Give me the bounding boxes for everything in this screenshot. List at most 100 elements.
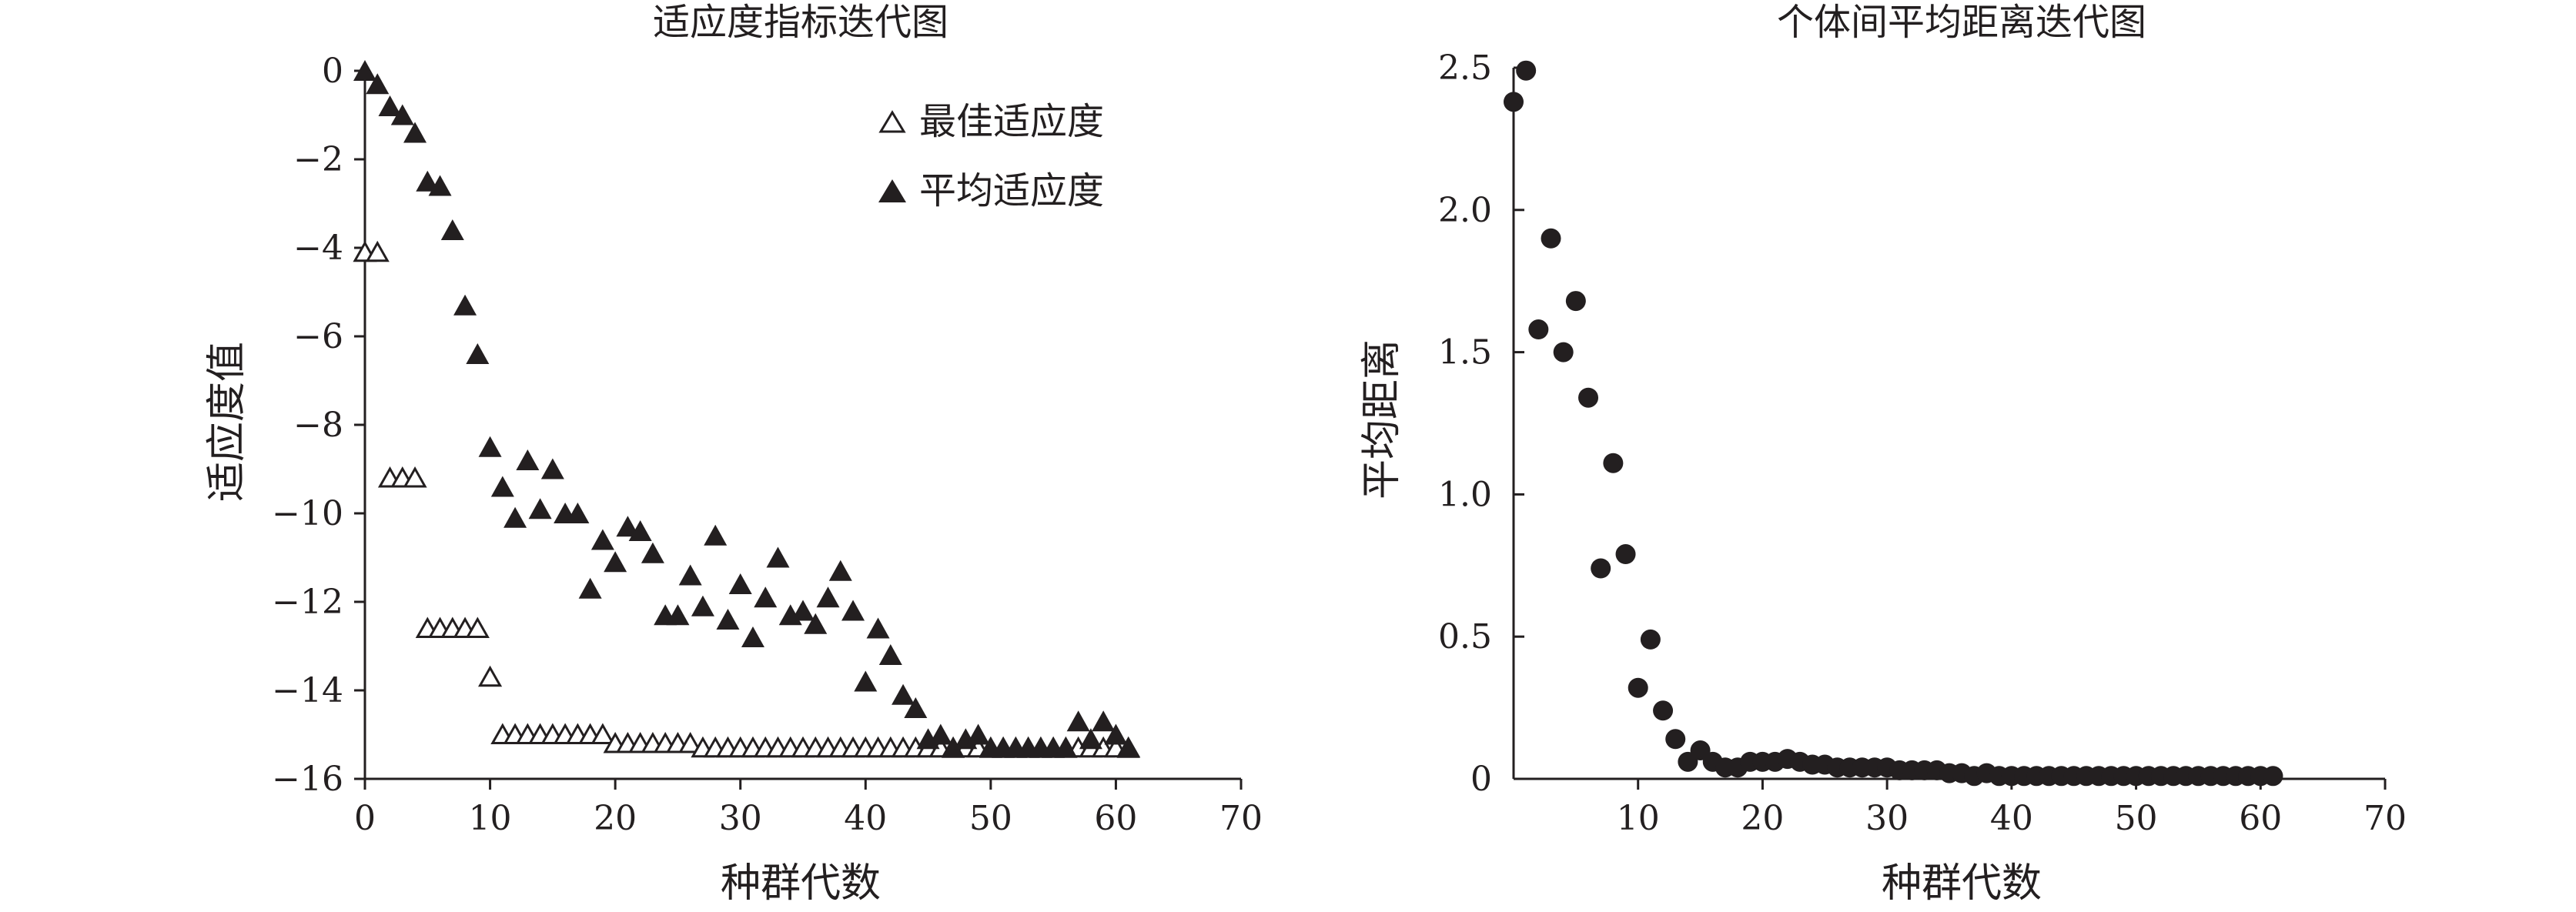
- x-tick-label: 50: [2115, 799, 2158, 838]
- x-tick-label: 40: [844, 799, 887, 838]
- average-fitness-point: [928, 723, 952, 745]
- average-fitness-point: [478, 436, 502, 457]
- average-fitness-point: [416, 170, 440, 192]
- distance-point: [1628, 677, 1648, 698]
- x-tick-label: 20: [1741, 799, 1784, 838]
- distance-point: [1591, 558, 1611, 579]
- average-fitness-point: [741, 626, 764, 647]
- x-tick-label: 30: [1865, 799, 1909, 838]
- average-fitness-point: [353, 60, 376, 81]
- average-fitness-point: [892, 683, 915, 705]
- average-fitness-point: [942, 737, 965, 758]
- fitness-chart: 适应度指标迭代图 适应度值 种群代数 0 10 20 30 40 50 60 70 0 −2 −4 −…: [204, 1, 1263, 907]
- average-fitness-point: [854, 670, 878, 692]
- x-tick-label: 10: [1617, 799, 1660, 838]
- average-fitness-point: [791, 600, 815, 621]
- best-fitness-point: [590, 723, 615, 744]
- y-tick-label: −6: [293, 317, 343, 356]
- fitness-tick-labels: 0 10 20 30 40 50 60 70 0 −2 −4 −6 −8 −10 −12 −14 −16: [272, 52, 1263, 838]
- average-fitness-point: [453, 294, 477, 316]
- average-fitness-point: [403, 122, 427, 143]
- distance-point: [1541, 228, 1561, 249]
- distance-point: [1665, 729, 1686, 750]
- average-fitness-point: [428, 175, 452, 196]
- distance-chart: 个体间平均距离迭代图 平均距离 种群代数 10 20 30 40 50 60 70 0 0.5 1…: [1359, 1, 2407, 907]
- average-fitness-point: [878, 644, 902, 665]
- average-fitness-point: [678, 564, 702, 586]
- x-tick-label: 70: [2364, 799, 2407, 838]
- distance-point: [1603, 453, 1624, 473]
- legend-marker-average-fitness: [878, 179, 906, 202]
- distance-tick-labels: 10 20 30 40 50 60 70 0 0.5 1.0 1.5 2.0 2.5: [1438, 48, 2407, 838]
- y-tick-label: 0.5: [1438, 617, 1492, 656]
- distance-y-axis-label: 平均距离: [1359, 339, 1405, 499]
- average-fitness-point: [816, 586, 840, 608]
- distance-point: [1653, 700, 1674, 721]
- average-fitness-point: [1116, 737, 1140, 758]
- average-fitness-point: [540, 458, 564, 479]
- x-tick-label: 20: [594, 799, 637, 838]
- average-fitness-point: [604, 551, 627, 573]
- y-tick-label: −8: [293, 406, 343, 445]
- average-fitness-point: [628, 520, 652, 541]
- y-tick-label: 1.0: [1438, 475, 1492, 514]
- average-fitness-point: [841, 600, 865, 621]
- legend-label-best-fitness: 最佳适应度: [919, 100, 1104, 143]
- distance-point: [2263, 766, 2283, 787]
- fitness-marks: [353, 60, 1141, 758]
- x-tick-label: 40: [1990, 799, 2033, 838]
- average-fitness-point: [828, 560, 852, 581]
- average-fitness-point: [704, 524, 728, 546]
- distance-point: [1578, 387, 1599, 408]
- x-tick-label: 30: [719, 799, 762, 838]
- average-fitness-point: [490, 476, 514, 497]
- legend-label-average-fitness: 平均适应度: [919, 169, 1104, 212]
- fitness-y-axis-label: 适应度值: [204, 342, 250, 502]
- x-tick-label: 60: [1094, 799, 1137, 838]
- average-fitness-point: [691, 595, 714, 616]
- average-fitness-point: [1079, 728, 1102, 750]
- average-fitness-point: [728, 573, 752, 594]
- average-fitness-point: [516, 449, 540, 470]
- distance-point: [1528, 319, 1549, 340]
- average-fitness-point: [578, 577, 602, 599]
- y-tick-label: 0: [1470, 760, 1492, 799]
- x-tick-label: 60: [2239, 799, 2282, 838]
- y-tick-label: −14: [272, 671, 343, 710]
- y-tick-label: −2: [293, 140, 343, 179]
- fitness-x-axis-label: 种群代数: [721, 860, 881, 907]
- distance-chart-title: 个体间平均距离迭代图: [1777, 1, 2146, 44]
- y-tick-label: 0: [322, 52, 343, 91]
- distance-point: [1640, 629, 1661, 650]
- distance-point: [1504, 92, 1524, 112]
- average-fitness-point: [1092, 710, 1116, 732]
- fitness-legend: 最佳适应度 平均适应度: [878, 100, 1104, 212]
- average-fitness-point: [378, 95, 402, 116]
- average-fitness-point: [766, 546, 790, 568]
- distance-point: [1553, 342, 1574, 362]
- best-fitness-point: [403, 466, 427, 488]
- average-fitness-point: [1066, 710, 1090, 732]
- average-fitness-point: [616, 516, 640, 537]
- distance-point: [1615, 544, 1636, 565]
- fitness-chart-title: 适应度指标迭代图: [653, 1, 948, 44]
- average-fitness-point: [641, 542, 664, 563]
- y-tick-label: 2.0: [1438, 191, 1492, 230]
- legend-marker-best-fitness: [878, 110, 906, 133]
- y-tick-label: −4: [293, 229, 343, 268]
- average-fitness-point: [666, 604, 690, 626]
- average-fitness-point: [503, 506, 527, 528]
- average-fitness-point: [390, 104, 414, 125]
- y-tick-label: −16: [272, 760, 343, 799]
- y-tick-label: −10: [272, 494, 343, 533]
- distance-x-axis-label: 种群代数: [1882, 860, 2042, 907]
- average-fitness-point: [440, 219, 464, 240]
- x-tick-label: 0: [354, 799, 376, 838]
- average-fitness-point: [866, 617, 890, 639]
- average-fitness-point: [1054, 737, 1078, 758]
- y-tick-label: −12: [272, 583, 343, 622]
- average-fitness-point: [566, 503, 590, 523]
- best-fitness-point: [465, 616, 490, 638]
- y-tick-label: 2.5: [1438, 48, 1492, 88]
- average-fitness-point: [754, 586, 778, 608]
